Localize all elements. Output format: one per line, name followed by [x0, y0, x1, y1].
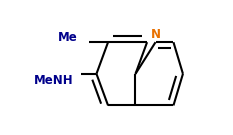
Text: MeNH: MeNH: [33, 74, 73, 87]
Text: N: N: [151, 28, 161, 41]
Text: Me: Me: [58, 31, 78, 44]
